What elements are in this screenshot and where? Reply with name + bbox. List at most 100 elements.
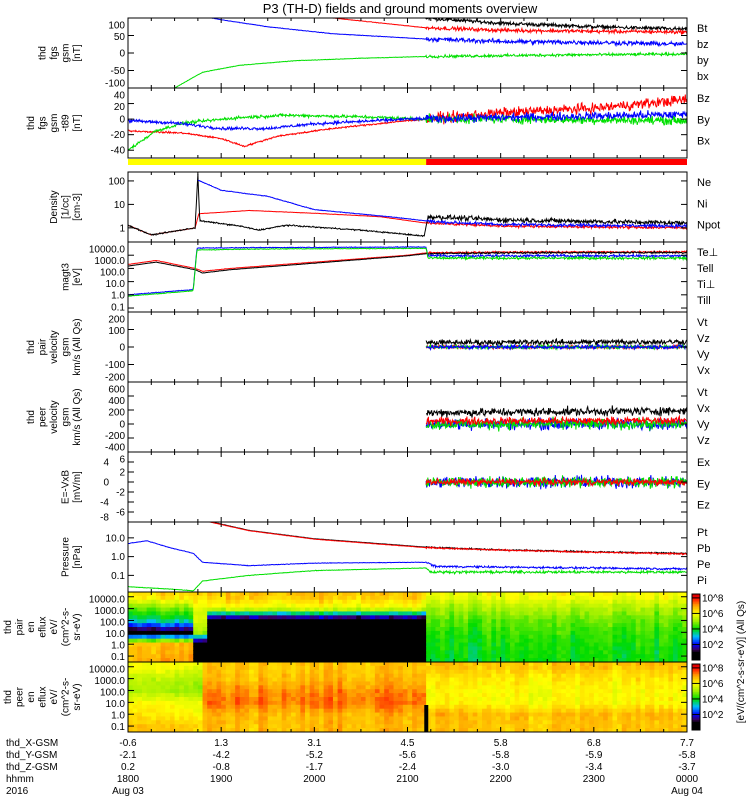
spectrogram-cell [272,704,278,710]
spectrogram-cell [300,728,306,732]
spectrogram-cell [160,599,166,605]
spectrogram-cell [519,599,525,605]
spectrogram-cell [305,712,311,718]
spectrogram-cell [309,595,315,601]
spectrogram-cell [160,708,166,714]
spectrogram-cell [575,650,581,655]
spectrogram-cell [216,665,222,671]
spectrogram-cell [183,685,190,690]
spectrogram-cell [263,708,269,714]
spectrogram-cell [137,700,143,706]
spectrogram-cell [556,669,562,675]
spectrogram-cell [323,627,329,632]
series-line-Pe [128,567,687,592]
series-line-Vt [425,337,687,347]
spectrogram-cell [356,615,362,620]
y-axis-label: fgs [49,46,60,59]
spectrogram-cell [151,720,157,725]
spectrogram-cell [579,700,586,706]
spectrogram-cell [286,650,292,655]
spectrogram-cell [356,720,362,725]
spectrogram-cell [496,681,502,686]
spectrogram-cell [635,654,642,659]
spectrogram-cell [267,700,274,706]
spectrogram-cell [402,689,409,694]
spectrogram-cell [477,654,483,659]
spectrogram-cell [682,615,687,620]
spectrogram-cell [449,689,455,694]
spectrogram-cell [435,685,441,690]
spectrogram-cell [463,603,469,609]
spectrogram-cell [235,693,241,698]
spectrogram-cell [556,650,562,655]
spectrogram-cell [360,724,367,729]
spectrogram-cell [384,615,390,620]
spectrogram-cell [393,627,399,632]
spectrogram-cell [519,693,525,698]
spectrogram-cell [617,677,623,683]
spectrogram-cell [645,638,651,644]
spectrogram-cell [360,619,367,624]
spectrogram-cell [640,611,646,616]
spectrogram-cell [305,720,311,725]
spectrogram-cell [631,697,637,702]
spectrogram-cell [570,685,576,690]
spectrogram-cell [132,658,138,662]
spectrogram-cell [365,658,371,662]
spectrogram-cell [547,630,553,636]
spectrogram-cell [551,665,558,671]
spectrogram-cell [263,693,269,698]
spectrogram-cell [440,615,446,620]
spectrogram-cell [393,611,399,616]
spectrogram-cell [533,689,539,694]
spectrogram-cell [388,693,395,698]
spectrogram-cell [519,607,525,613]
spectrogram-cell [561,619,567,624]
spectrogram-cell [202,685,208,690]
spectrogram-cell [160,665,166,671]
spectrogram-cell [398,700,404,706]
spectrogram-cell [570,728,576,732]
spectrogram-cell [263,677,269,683]
spectrogram-cell [230,673,236,679]
spectrogram-cell [146,654,152,659]
spectrogram-cell [221,677,227,683]
spectrogram-cell [281,646,287,651]
spectrogram-cell [654,662,660,667]
spectrogram-cell [155,724,162,729]
spectrogram-cell [295,627,301,632]
spectrogram-cell [169,704,176,710]
spectrogram-cell [211,658,218,662]
spectrogram-cell [542,627,548,632]
spectrogram-cell [388,650,395,655]
spectrogram-cell [155,615,162,620]
spectrogram-cell [621,720,628,725]
spectrogram-cell [673,677,679,683]
spectrogram-cell [412,662,418,667]
spectrogram-cell [146,642,152,648]
spectrogram-cell [472,700,478,706]
spectrogram-cell [193,669,199,675]
spectrogram-cell [565,650,572,655]
spectrogram-cell [379,708,385,714]
spectrogram-cell [523,720,530,725]
spectrogram-cell [277,669,283,675]
series-line-Vt [426,404,687,418]
spectrogram-cell [612,603,618,609]
spectrogram-cell [295,712,301,718]
spectrogram-cell [621,623,628,628]
spectrogram-cell [472,650,478,655]
spectrogram-cell [141,697,148,702]
spectrogram-cell [221,673,227,679]
spectrogram-cell [509,592,516,597]
spectrogram-cell [589,673,595,679]
spectrogram-cell [402,619,409,624]
spectrogram-cell [533,611,539,616]
spectrogram-cell [631,708,637,714]
spectrogram-cell [589,642,595,648]
spectrogram-cell [314,592,320,597]
spectrogram-cell [561,642,567,648]
spectrogram-cell [291,708,297,714]
spectrogram-cell [537,646,544,651]
spectrogram-cell [258,685,264,690]
